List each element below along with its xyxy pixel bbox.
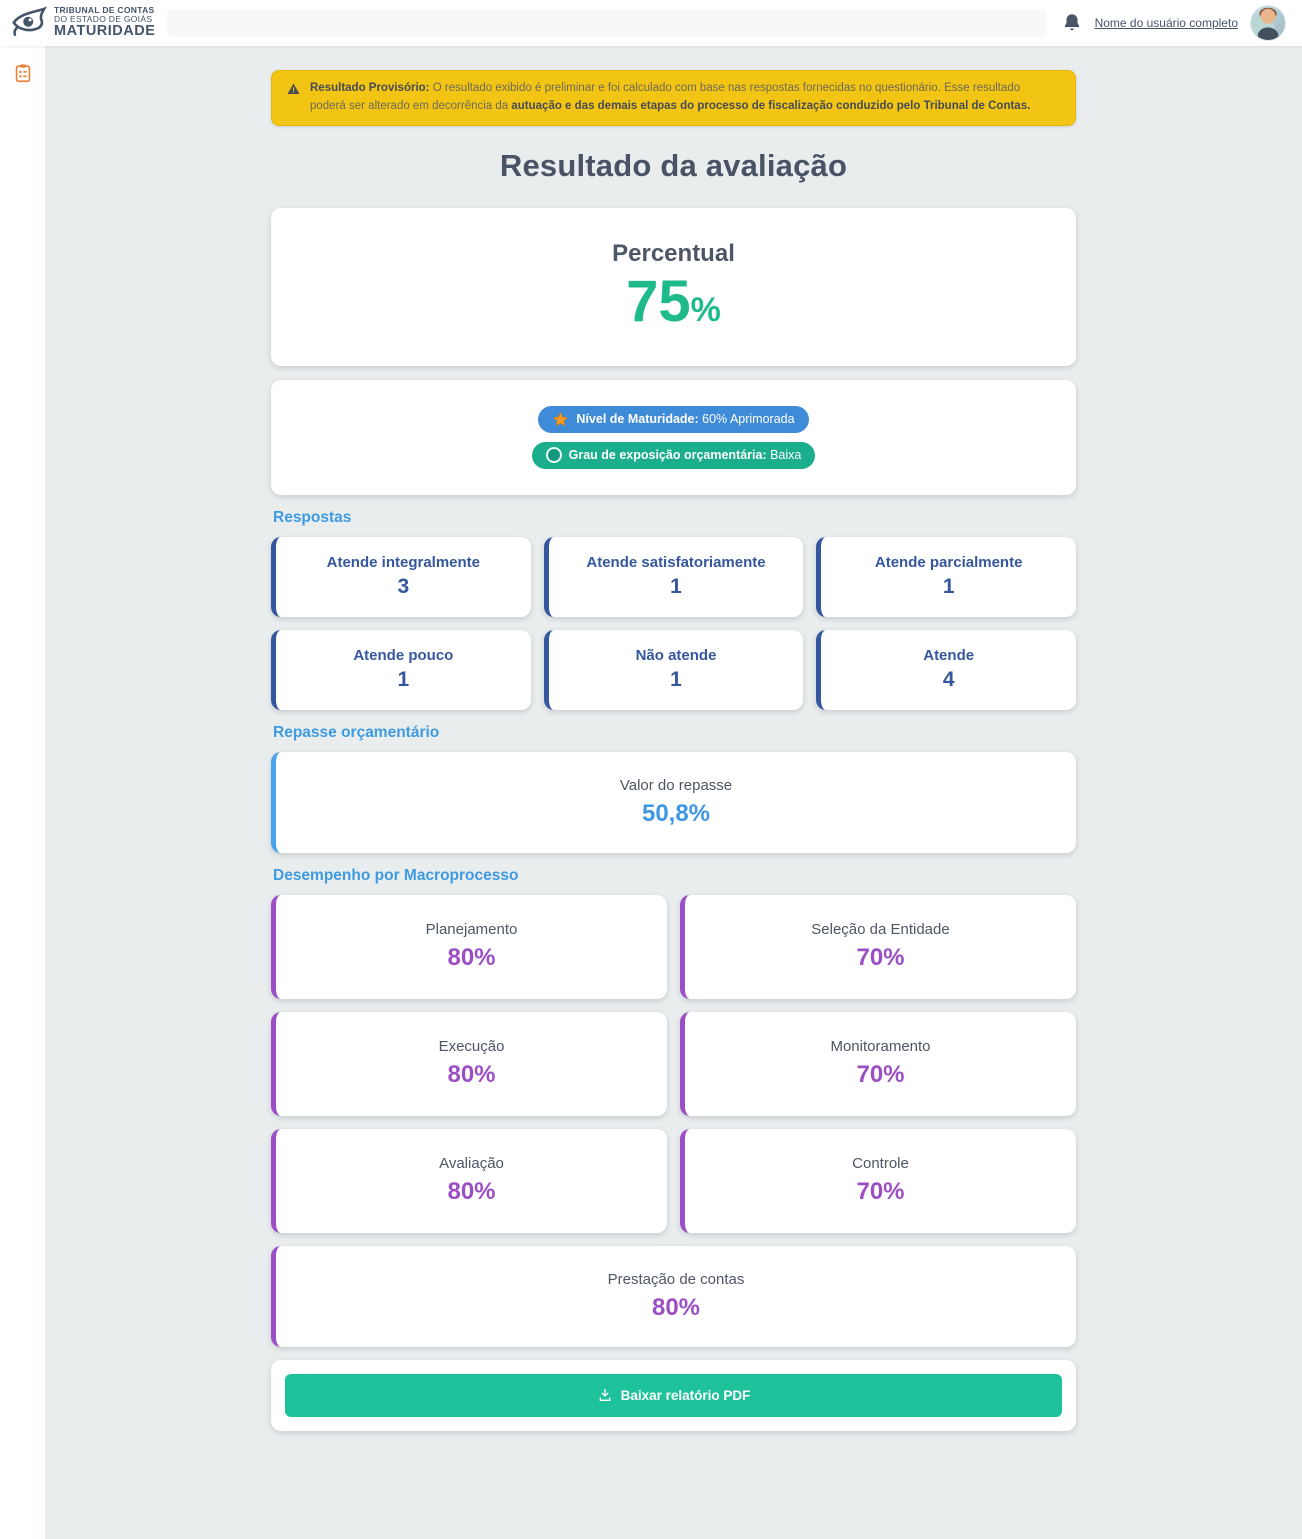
maturity-badge-label: Nível de Maturidade: [576, 412, 699, 427]
exposure-badge-value: Baixa [766, 448, 802, 463]
respostas-card-atende-satisfatoriamente: Atende satisfatoriamente 1 [543, 536, 804, 617]
left-sidebar [0, 46, 45, 1539]
macro-label: Planejamento [425, 921, 518, 939]
stat-value: 4 [942, 668, 955, 692]
percentual-value: 75% [271, 268, 1076, 334]
warning-triangle-icon [287, 83, 300, 94]
maturity-level-badge: Nível de Maturidade: 60% Aprimorada [538, 405, 809, 433]
budget-exposure-badge: Grau de exposição orçamentária: Baixa [531, 441, 816, 469]
maturity-badge-text: Nível de Maturidade: 60% Aprimorada [576, 412, 794, 426]
macro-value: 80% [447, 944, 496, 972]
logo-line-3: MATURIDADE [54, 23, 156, 40]
stat-label: Atende pouco [353, 647, 454, 665]
percentual-number: 75 [626, 268, 691, 334]
stat-label: Atende [923, 647, 975, 665]
percentual-label: Percentual [612, 239, 735, 267]
macro-card-prestacao-de-contas: Prestação de contas 80% [271, 1245, 1076, 1347]
main-area: Resultado Provisório: O resultado exibid… [45, 46, 1302, 1539]
download-icon [599, 1389, 610, 1402]
content-column: Resultado Provisório: O resultado exibid… [271, 46, 1076, 1431]
maturity-badge-value: 60% Aprimorada [698, 412, 795, 427]
download-button-label: Baixar relatório PDF [620, 1387, 751, 1403]
repasse-value: 50,8% [641, 799, 711, 827]
macro-card-selecao-da-entidade: Seleção da Entidade 70% [680, 894, 1076, 999]
macro-value: 70% [856, 1061, 905, 1089]
stat-label: Atende parcialmente [874, 554, 1023, 572]
macro-card-avaliacao: Avaliação 80% [271, 1128, 667, 1233]
badges-card: Nível de Maturidade: 60% Aprimorada Grau… [271, 379, 1076, 495]
respostas-card-atende: Atende 4 [816, 629, 1076, 710]
banner-bold-end: autuação e das demais etapas do processo… [511, 99, 1031, 112]
macro-value: 80% [651, 1293, 701, 1321]
macro-label: Seleção da Entidade [811, 921, 950, 939]
macro-label: Controle [852, 1155, 909, 1173]
logo-line-2: DO ESTADO DE GOIÁS [54, 14, 153, 25]
macro-card-planejamento: Planejamento 80% [271, 894, 667, 999]
bell-icon[interactable] [1061, 12, 1083, 34]
banner-bold-intro: Resultado Provisório: [310, 82, 430, 94]
eye-logo-icon [10, 5, 48, 42]
respostas-card-atende-integralmente: Atende integralmente 3 [271, 536, 531, 617]
header-actions: Nome do usuário completo [1061, 5, 1292, 41]
stat-label: Atende satisfatoriamente [586, 554, 766, 572]
stat-label: Atende integralmente [326, 554, 481, 572]
stat-value: 1 [397, 668, 410, 692]
avatar[interactable] [1250, 5, 1286, 41]
macro-value: 70% [856, 1178, 905, 1206]
macro-label: Prestação de contas [607, 1270, 745, 1288]
page-title: Resultado da avaliação [499, 147, 848, 183]
logo-text: TRIBUNAL DE CONTAS DO ESTADO DE GOIÁS MA… [54, 6, 155, 39]
respostas-card-atende-pouco: Atende pouco 1 [271, 629, 531, 710]
macro-card-monitoramento: Monitoramento 70% [680, 1011, 1076, 1116]
respostas-card-atende-parcialmente: Atende parcialmente 1 [816, 536, 1076, 617]
clipboard-checklist-icon[interactable] [12, 62, 34, 84]
repasse-section-title: Repasse orçamentário [273, 723, 440, 741]
repasse-card: Valor do repasse 50,8% [271, 751, 1076, 853]
stat-value: 3 [397, 575, 410, 599]
macro-label: Execução [438, 1038, 505, 1056]
macro-value: 70% [856, 944, 905, 972]
macro-label: Avaliação [439, 1155, 504, 1173]
respostas-section-title: Respostas [273, 508, 352, 526]
exposure-badge-text: Grau de exposição orçamentária: Baixa [569, 448, 802, 462]
macro-card-execucao: Execução 80% [271, 1011, 667, 1116]
stat-label: Não atende [635, 647, 717, 665]
repasse-label: Valor do repasse [619, 776, 733, 794]
provisional-result-banner: Resultado Provisório: O resultado exibid… [271, 70, 1076, 126]
stat-value: 1 [670, 575, 682, 599]
ring-icon [545, 447, 562, 464]
percentual-card: Percentual 75% [271, 207, 1076, 366]
user-name-link[interactable]: Nome do usuário completo [1094, 16, 1238, 30]
macroprocesso-section-title: Desempenho por Macroprocesso [273, 866, 519, 884]
macro-card-controle: Controle 70% [680, 1128, 1076, 1233]
exposure-badge-label: Grau de exposição orçamentária: [568, 448, 767, 463]
banner-body: O resultado exibido é preliminar e foi c… [310, 82, 1021, 112]
app-header: TRIBUNAL DE CONTAS DO ESTADO DE GOIÁS MA… [0, 0, 1302, 46]
banner-text: Resultado Provisório: O resultado exibid… [310, 80, 1059, 116]
stat-value: 1 [670, 668, 682, 692]
respostas-grid: Atende integralmente 3 Atende satisfator… [271, 536, 1076, 710]
macro-value: 80% [447, 1178, 496, 1206]
header-input-bar[interactable] [167, 9, 1047, 37]
star-icon [553, 411, 569, 426]
respostas-card-nao-atende: Não atende 1 [543, 629, 804, 710]
stat-value: 1 [942, 575, 955, 599]
macro-label: Monitoramento [830, 1038, 931, 1056]
percentual-unit: % [690, 290, 721, 329]
download-card: Baixar relatório PDF [271, 1359, 1076, 1431]
macro-value: 80% [447, 1061, 496, 1089]
app-logo[interactable]: TRIBUNAL DE CONTAS DO ESTADO DE GOIÁS MA… [10, 5, 155, 42]
download-pdf-button[interactable]: Baixar relatório PDF [285, 1373, 1062, 1417]
logo-line-1: TRIBUNAL DE CONTAS [54, 5, 155, 16]
macroprocesso-grid: Planejamento 80% Seleção da Entidade 70%… [271, 894, 1076, 1347]
